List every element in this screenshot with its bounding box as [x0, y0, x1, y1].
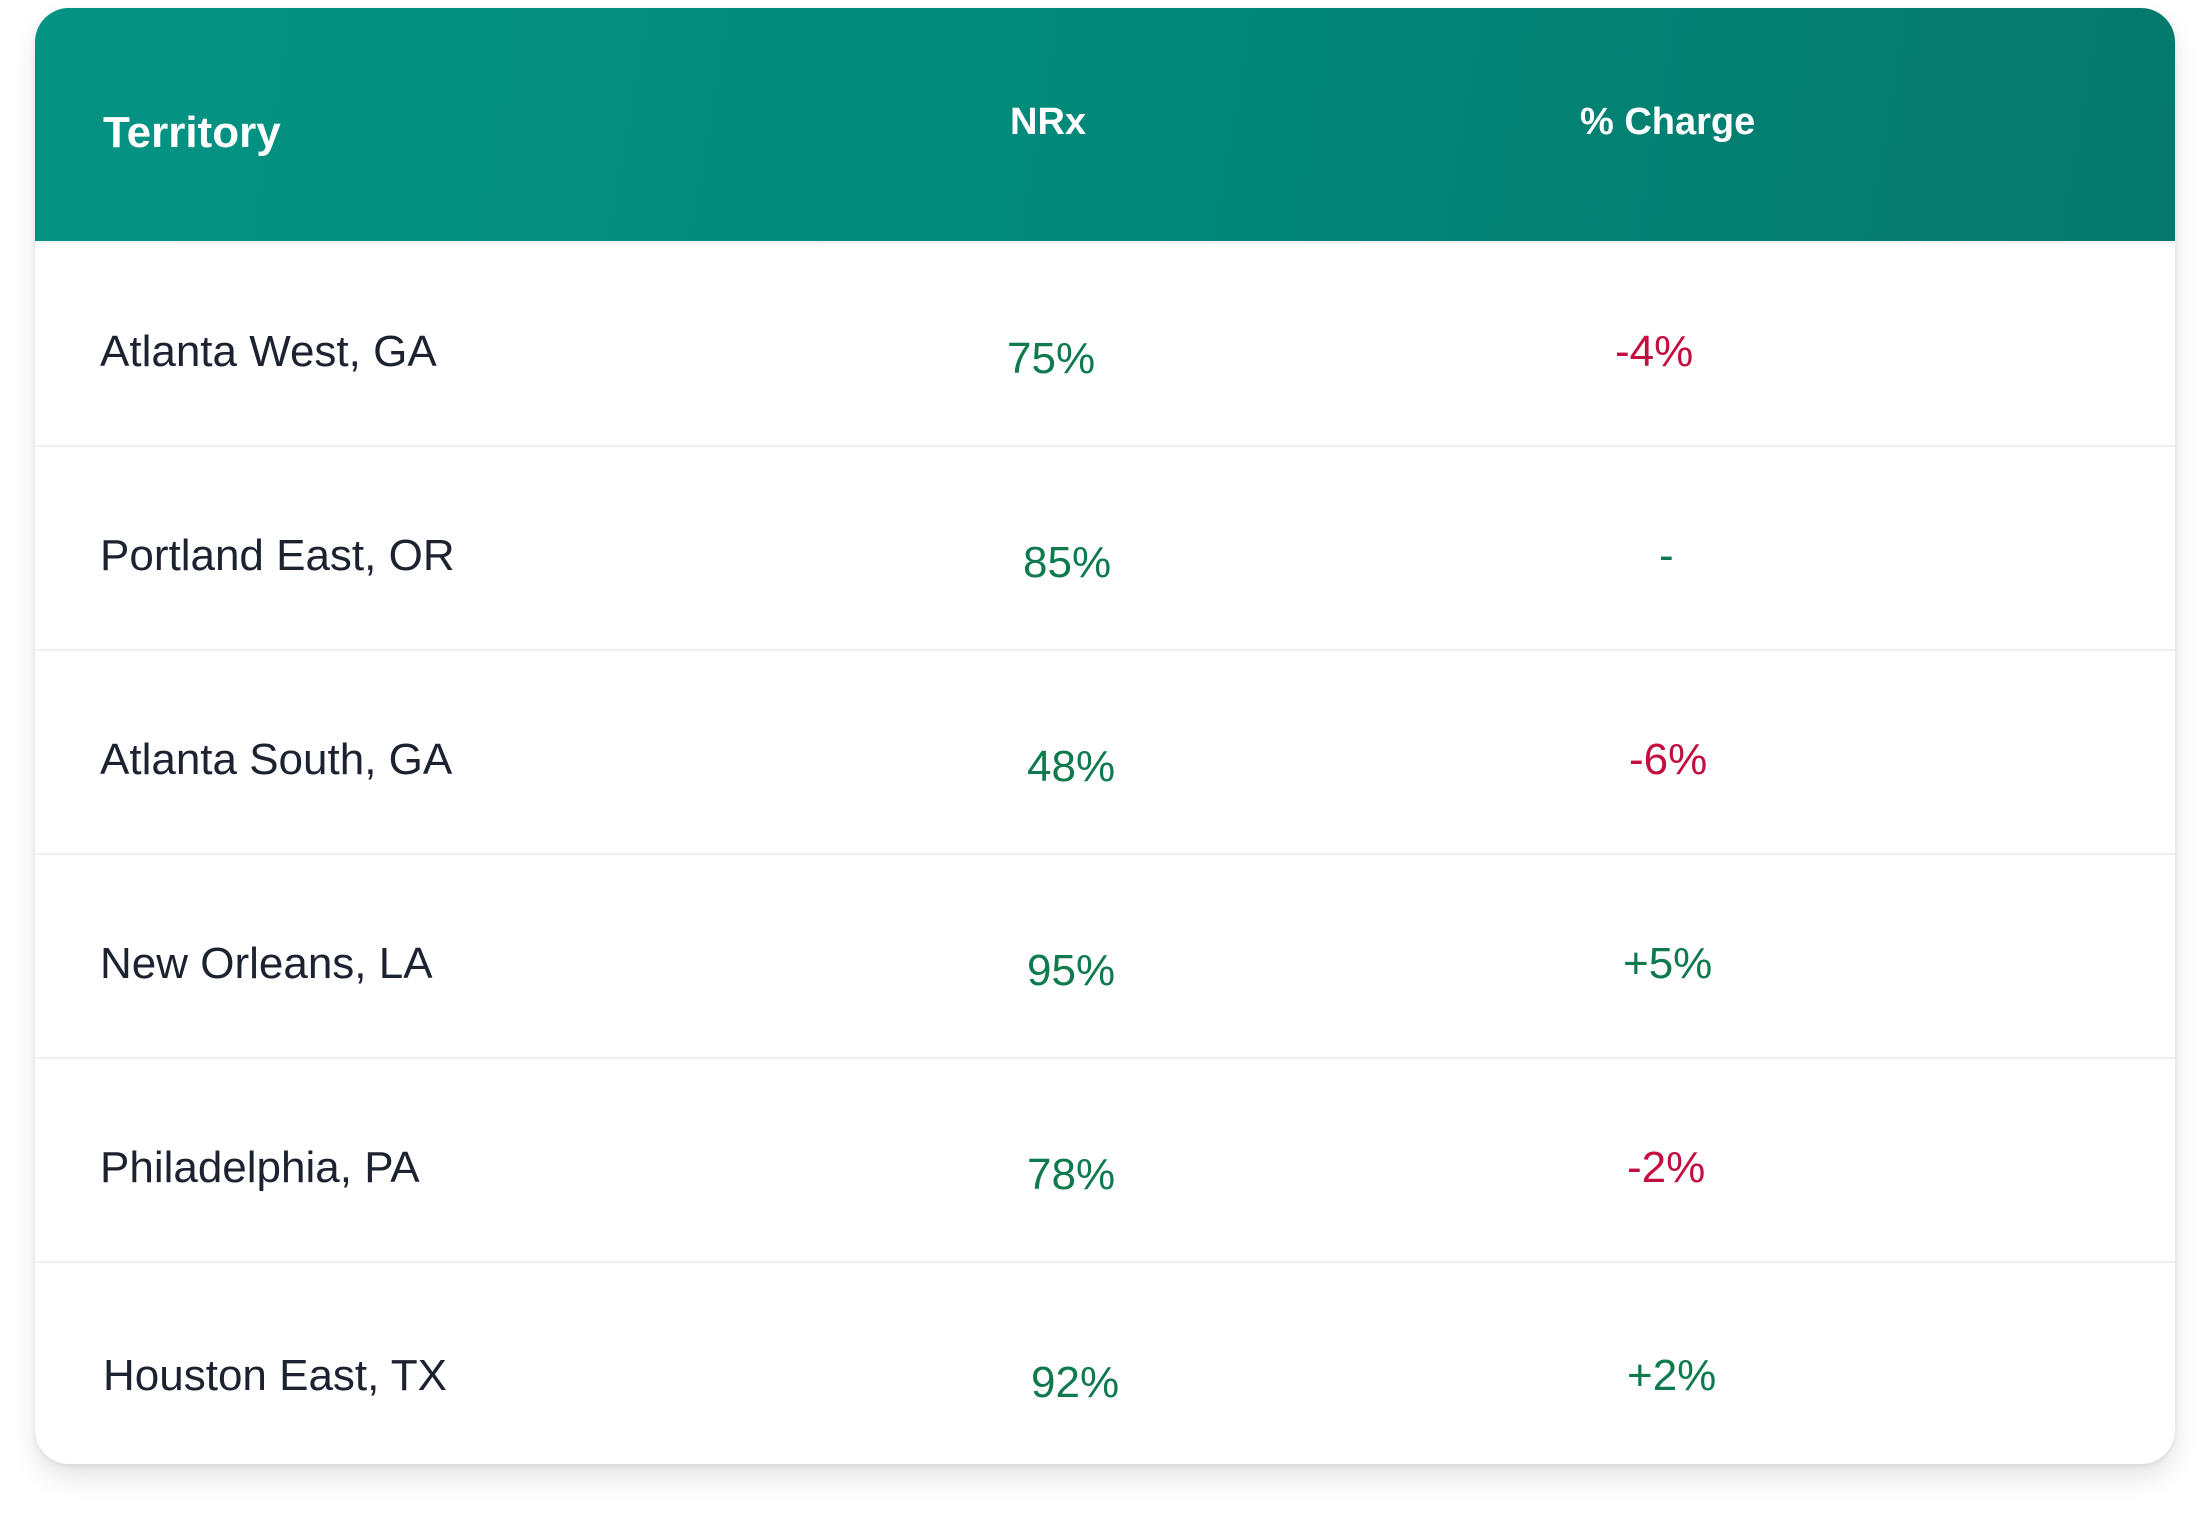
table-row[interactable]: New Orleans, LA 95% +5% — [35, 853, 2175, 1059]
territory-cell: Philadelphia, PA — [100, 1143, 420, 1192]
nrx-cell: 95% — [1027, 946, 1116, 995]
column-header-territory[interactable]: Territory — [103, 108, 281, 157]
nrx-cell: 92% — [1031, 1358, 1120, 1407]
column-header-nrx[interactable]: NRx — [1010, 101, 1087, 143]
territory-cell: Atlanta South, GA — [100, 735, 453, 784]
table-row[interactable]: Philadelphia, PA 78% -2% — [35, 1057, 2175, 1263]
nrx-cell: 78% — [1027, 1150, 1116, 1199]
nrx-cell: 85% — [1023, 538, 1112, 587]
nrx-cell: 75% — [1007, 334, 1096, 383]
table-row[interactable]: Atlanta West, GA 75% -4% — [35, 241, 2175, 447]
table-header: Territory NRx % Charge — [35, 8, 2175, 241]
table-row[interactable]: Houston East, TX 92% +2% — [35, 1261, 2175, 1464]
change-cell: +5% — [1623, 939, 1713, 988]
table-row[interactable]: Portland East, OR 85% - — [35, 445, 2175, 651]
change-cell: -6% — [1629, 735, 1708, 784]
territory-cell: Atlanta West, GA — [100, 327, 437, 376]
table-row[interactable]: Atlanta South, GA 48% -6% — [35, 649, 2175, 855]
change-cell: -2% — [1627, 1143, 1706, 1192]
nrx-cell: 48% — [1027, 742, 1116, 791]
territory-cell: Houston East, TX — [103, 1351, 448, 1400]
change-cell: -4% — [1615, 327, 1694, 376]
column-header-change[interactable]: % Charge — [1580, 101, 1756, 143]
change-cell: - — [1659, 531, 1674, 580]
change-cell: +2% — [1627, 1351, 1717, 1400]
territory-cell: Portland East, OR — [100, 531, 455, 580]
territory-cell: New Orleans, LA — [100, 939, 433, 988]
territory-table: Territory NRx % Charge Atlanta West, GA … — [35, 8, 2175, 1464]
